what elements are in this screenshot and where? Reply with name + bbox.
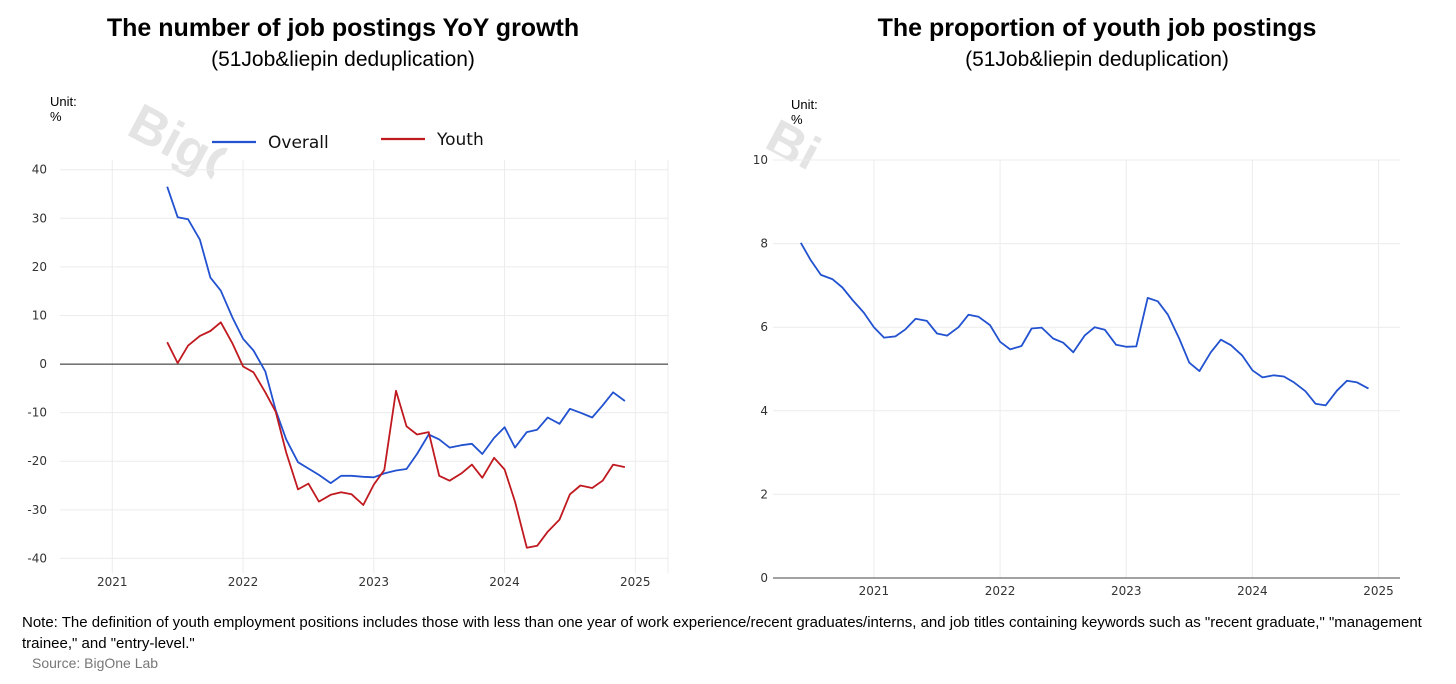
y-tick-label: -20 (27, 454, 47, 468)
y-tick-label: 2 (760, 487, 768, 501)
overall-series-line (166, 186, 626, 485)
y-tick-label: -30 (27, 503, 47, 517)
youth-series-line (166, 321, 626, 549)
unit-label: Unit: % (791, 97, 818, 127)
youth-proportion-chart: 0 2 4 6 8 10 2021 2022 2023 2024 2025 (753, 153, 1400, 598)
y-tick-label: -10 (27, 406, 47, 420)
chart-subtitle: (51Job&liepin deduplication) (211, 48, 475, 71)
y-tick-label: 8 (760, 237, 768, 251)
y-tick-label: 4 (760, 404, 768, 418)
y-tick-label: 30 (32, 211, 47, 225)
y-tick-label: 20 (32, 260, 47, 274)
x-tick-label: 2021 (97, 575, 128, 589)
y-tick-label: 0 (760, 571, 768, 585)
chart-title: The number of job postings YoY growth (106, 14, 580, 42)
y-tick-label: 0 (39, 357, 47, 371)
y-tick-label: 6 (760, 320, 768, 334)
x-tick-label: 2023 (359, 575, 390, 589)
x-tick-label: 2025 (1363, 584, 1394, 598)
x-tick-label: 2024 (489, 575, 520, 589)
x-tick-label: 2025 (620, 575, 651, 589)
x-tick-label: 2024 (1237, 584, 1268, 598)
x-tick-label: 2021 (859, 584, 890, 598)
x-tick-label: 2023 (1111, 584, 1142, 598)
unit-label: Unit: % (50, 94, 77, 124)
chart-title: The proportion of youth job postings (877, 14, 1317, 42)
footnote: Note: The definition of youth employment… (22, 614, 1422, 652)
chart-subtitle: (51Job&liepin deduplication) (965, 48, 1229, 71)
y-tick-label: 10 (32, 308, 47, 322)
x-tick-label: 2022 (985, 584, 1016, 598)
source-label: Source: BigOne Lab (32, 655, 159, 671)
yoy-growth-chart: 40 30 20 10 0 -10 -20 -30 -40 2021 2022 2023 2024 202… (27, 130, 669, 589)
legend-label-youth: Youth (436, 130, 484, 150)
youth-share-series-line (800, 242, 1369, 407)
y-tick-label: 10 (753, 153, 768, 167)
y-tick-label: 40 (32, 163, 47, 177)
x-tick-label: 2022 (228, 575, 259, 589)
legend-label-overall: Overall (268, 133, 329, 153)
y-tick-label: -40 (27, 551, 47, 565)
